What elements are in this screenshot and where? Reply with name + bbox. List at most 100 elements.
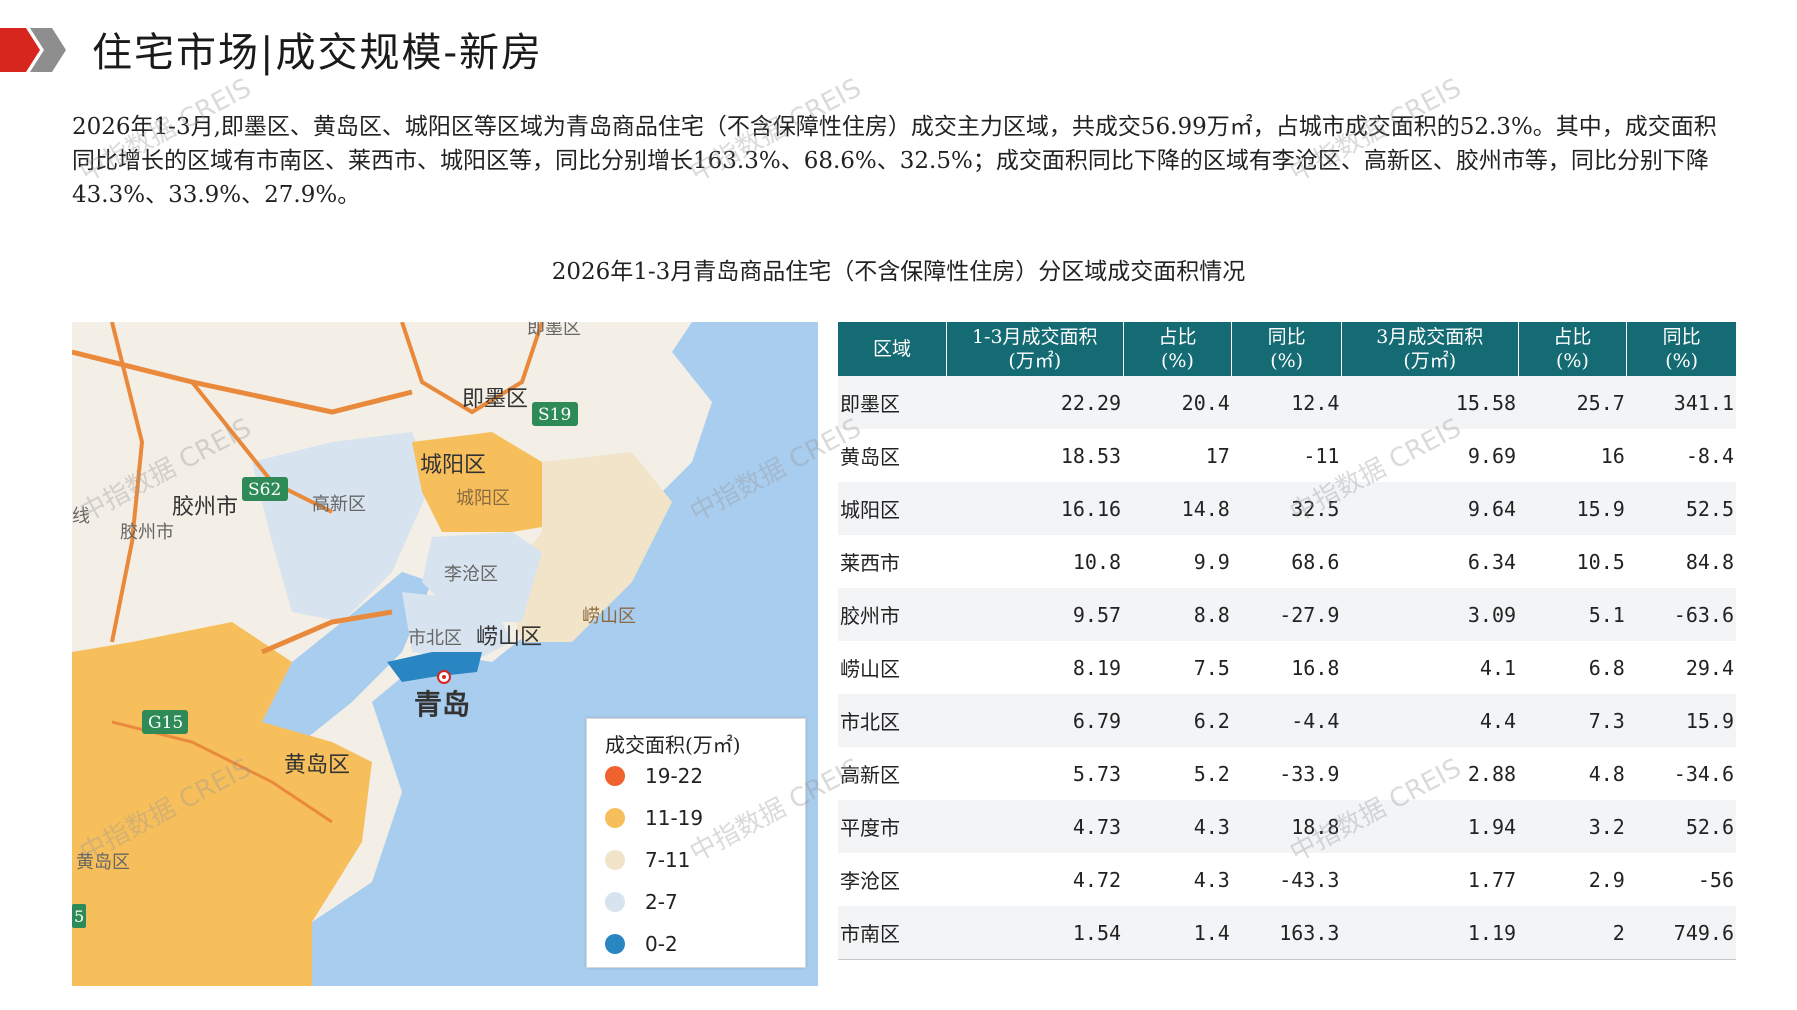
table-value-cell: 15.58 (1341, 376, 1519, 429)
table-value-cell: 6.79 (946, 694, 1124, 747)
map-label-gaoxin: 高新区 (312, 494, 366, 515)
table-row: 莱西市 10.8 9.9 68.6 6.34 10.5 84.8 (838, 535, 1736, 588)
map-label-huangdao: 黄岛区 (284, 753, 350, 778)
table-region-cell: 市南区 (838, 906, 947, 960)
legend-label: 7-11 (645, 848, 691, 872)
map-canvas: 即墨区 即墨区 S19 城阳区 城阳区 S62 胶州市 胶州市 高新区 李沧区 … (72, 322, 818, 986)
table-header-cell: 区域 (838, 322, 947, 376)
table-value-cell: 6.8 (1588, 655, 1625, 680)
road-badge-edge (72, 904, 86, 928)
table-value-cell: 1.94 (1341, 800, 1519, 853)
table-value-cell: 4.3 (1123, 800, 1232, 853)
district-area-table: 区域 1-3月成交面积 (万㎡) 占比 (%) 同比 (%) 3月成交面积 (万㎡) 占… (838, 322, 1736, 960)
district-laoshan (502, 452, 672, 642)
table-value-cell: 15.9 (1518, 482, 1627, 535)
page-title: 住宅市场|成交规模-新房 (92, 30, 543, 76)
table-value-cell: 341.1 (1626, 376, 1736, 429)
road-badge-g15 (142, 710, 188, 734)
table-value-cell: 18.8 (1231, 800, 1342, 853)
district-shinan (387, 652, 482, 682)
district-map: 即墨区 即墨区 S19 城阳区 城阳区 S62 胶州市 胶州市 高新区 李沧区 … (72, 322, 818, 986)
legend-label: 19-22 (645, 764, 704, 788)
table-value-cell: -8.4 (1685, 443, 1734, 468)
table-value-cell: 4.4 (1341, 694, 1519, 747)
table-value-cell: 25.7 (1518, 376, 1627, 429)
table-value-cell: 4.72 (1072, 867, 1122, 892)
table-header-cell: 占比 (%) (1123, 322, 1233, 376)
map-label-jiaozhou: 胶州市 (172, 495, 238, 520)
legend-dot (605, 934, 625, 954)
table-value-cell: -33.9 (1279, 761, 1340, 786)
map-label-jiaozhou-alt: 胶州市 (120, 522, 174, 543)
map-label-laoshan: 崂山区 (476, 625, 542, 650)
table-value-cell: 1.77 (1467, 867, 1517, 892)
table-value-cell: 29.4 (1685, 655, 1734, 680)
bridge-road (261, 609, 393, 655)
map-label-g15: G15 (148, 713, 183, 733)
map-label-edge-left: 线 (72, 506, 90, 527)
table-region-cell: 黄岛区 (840, 445, 900, 469)
table-header-cell: 3月成交面积 (万㎡) (1341, 322, 1519, 376)
table-row: 城阳区 16.16 14.8 32.5 9.64 15.9 52.5 (838, 482, 1736, 535)
table-value-cell: 16.8 (1291, 655, 1340, 680)
table-region-cell: 城阳区 (838, 482, 947, 535)
table-value-cell: 3.09 (1341, 588, 1519, 641)
table-row: 黄岛区 18.53 17 -11 9.69 16 -8.4 (838, 429, 1736, 482)
table-value-cell: 4.73 (946, 800, 1124, 853)
table-region-cell: 李沧区 (840, 869, 900, 893)
map-label-edge-s: 5 (74, 907, 84, 926)
legend-item: 2-7 (597, 887, 678, 917)
table-value-cell: 17 (1205, 443, 1230, 468)
highway-north (72, 349, 413, 415)
table-value-cell: 7.3 (1518, 694, 1627, 747)
table-value-cell: 4.8 (1588, 761, 1625, 786)
table-region-cell: 平度市 (838, 800, 947, 853)
table-value-cell: 10.5 (1576, 549, 1625, 574)
table-value-cell: 9.64 (1341, 482, 1519, 535)
table-value-cell: 5.1 (1518, 588, 1627, 641)
table-row: 李沧区 4.72 4.3 -43.3 1.77 2.9 -56 (838, 853, 1736, 906)
table-value-cell: 68.6 (1291, 549, 1340, 574)
table-row: 高新区 5.73 5.2 -33.9 2.88 4.8 -34.6 (838, 747, 1736, 800)
legend-item: 19-22 (597, 761, 703, 791)
map-label-chengyang: 城阳区 (420, 453, 486, 478)
table-header-cell: 同比 (%) (1626, 322, 1736, 376)
legend-label: 0-2 (645, 932, 678, 956)
table-value-cell: 4.3 (1193, 867, 1230, 892)
table-region-cell: 胶州市 (838, 588, 947, 641)
chart-title: 2026年1-3月青岛商品住宅（不含保障性住房）分区域成交面积情况 (551, 259, 1246, 285)
intro-paragraph: 2026年1-3月,即墨区、黄岛区、城阳区等区域为青岛商品住宅（不含保障性住房）… (72, 114, 1717, 208)
table-region-cell: 即墨区 (838, 376, 947, 429)
road-badge-s62 (242, 477, 288, 501)
table-header-row: 区域 1-3月成交面积 (万㎡) 占比 (%) 同比 (%) 3月成交面积 (万㎡) 占… (838, 322, 1736, 376)
table-value-cell: -43.3 (1279, 867, 1340, 892)
legend-dot (605, 808, 625, 828)
table-value-cell: 8.19 (1072, 655, 1122, 680)
table-value-cell: 2 (1518, 906, 1627, 960)
table-row: 市北区 6.79 6.2 -4.4 4.4 7.3 15.9 (838, 694, 1736, 747)
table-value-cell: 163.3 (1231, 906, 1342, 960)
legend-label: 11-19 (645, 806, 704, 830)
table-value-cell: 52.6 (1626, 800, 1736, 853)
table-value-cell: 9.69 (1467, 443, 1517, 468)
table-value-cell: 14.8 (1123, 482, 1232, 535)
map-label-licang: 李沧区 (444, 564, 498, 585)
table-value-cell: 4.1 (1479, 655, 1517, 680)
table-row: 崂山区 8.19 7.5 16.8 4.1 6.8 29.4 (838, 641, 1736, 694)
district-shibei (402, 592, 512, 662)
table-value-cell: 18.53 (1060, 443, 1122, 468)
legend-item: 11-19 (597, 803, 703, 833)
table-value-cell: 5.2 (1193, 761, 1230, 786)
table-region-cell: 崂山区 (840, 657, 900, 681)
table-value-cell: 12.4 (1231, 376, 1342, 429)
table-row: 胶州市 9.57 8.8 -27.9 3.09 5.1 -63.6 (838, 588, 1736, 641)
legend-dot (605, 892, 625, 912)
table-value-cell: 9.9 (1193, 549, 1230, 574)
map-label-jimo-top: 即墨区 (527, 322, 581, 339)
table-header-cell: 同比 (%) (1231, 322, 1342, 376)
table-value-cell: 1.54 (946, 906, 1124, 960)
table-value-cell: 7.5 (1193, 655, 1230, 680)
table-value-cell: 1.19 (1341, 906, 1519, 960)
table-region-cell: 市北区 (838, 694, 947, 747)
map-label-s62: S62 (248, 480, 281, 500)
